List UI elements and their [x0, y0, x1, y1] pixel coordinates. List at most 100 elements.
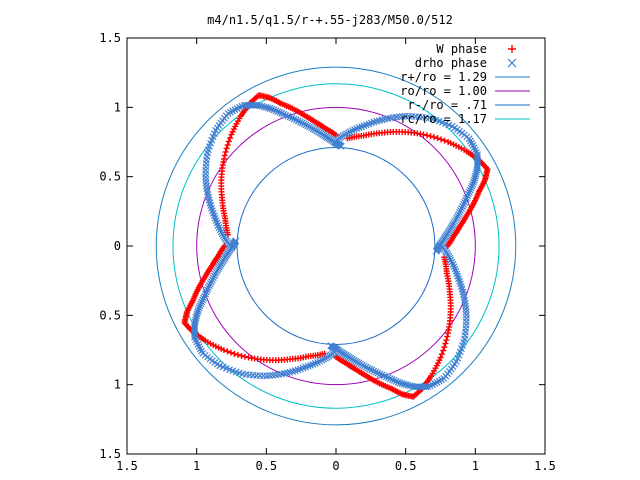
point: [461, 198, 469, 206]
point: [458, 205, 466, 212]
point: [441, 137, 448, 144]
point: [470, 176, 478, 184]
point: [192, 314, 200, 322]
point: [274, 108, 282, 115]
point: [223, 145, 230, 152]
point: [276, 108, 284, 116]
legend-label: drho phase: [415, 56, 487, 70]
point: [266, 104, 274, 112]
point: [191, 332, 198, 339]
legend-label: r-/ro = .71: [408, 98, 487, 112]
legend-swatch: [508, 45, 516, 53]
point: [445, 138, 452, 145]
point: [220, 347, 227, 354]
point: [346, 128, 354, 136]
point: [465, 188, 473, 196]
point: [456, 208, 464, 216]
point: [438, 351, 445, 358]
point: [398, 380, 406, 388]
point: [388, 376, 396, 384]
point: [464, 190, 472, 198]
point: [457, 207, 464, 214]
point: [272, 107, 280, 115]
point: [286, 113, 294, 121]
point: [463, 194, 470, 202]
chart-title: m4/n1.5/q1.5/r-+.55-j283/M50.0/512: [207, 13, 453, 27]
legend-label: ro/ro = 1.00: [400, 84, 487, 98]
point: [193, 312, 201, 320]
point: [225, 138, 232, 145]
x-tick-label: 0.5: [255, 459, 277, 473]
axis-ticks: 1.5 1 0.5 0 0.5 1 1.51.510.500.511.5: [99, 31, 556, 473]
point: [366, 365, 374, 373]
y-tick-label: 1.5: [99, 31, 121, 45]
y-tick-label: 1: [114, 100, 121, 114]
point: [370, 367, 378, 375]
point: [284, 112, 292, 120]
point: [378, 371, 386, 379]
point: [439, 244, 447, 252]
point: [260, 103, 268, 111]
x-tick-label: 1.5: [116, 459, 138, 473]
x-tick-label: 1: [472, 459, 479, 473]
point: [197, 300, 205, 308]
point: [209, 274, 217, 282]
point: [224, 141, 231, 148]
circle-r-1_29: [155, 66, 517, 426]
point: [443, 337, 450, 344]
y-tick-label: 1: [114, 378, 121, 392]
point: [404, 381, 412, 389]
point: [199, 296, 207, 304]
y-tick-label: 1.5: [99, 447, 121, 461]
y-tick-label: 0.5: [99, 170, 121, 184]
point: [455, 210, 463, 218]
point: [360, 362, 368, 370]
point: [470, 178, 478, 186]
point: [438, 136, 445, 143]
point: [384, 374, 392, 382]
legend-label: W phase: [436, 42, 487, 56]
point: [471, 174, 479, 182]
y-tick-label: 0.5: [99, 308, 121, 322]
point: [468, 182, 476, 190]
point: [402, 381, 410, 389]
point: [296, 118, 304, 126]
circle-r-1: [196, 106, 476, 386]
point: [454, 212, 462, 220]
point: [198, 298, 206, 306]
point: [242, 353, 249, 360]
point: [290, 115, 298, 123]
point: [205, 282, 213, 289]
point: [392, 377, 400, 385]
point: [431, 134, 438, 141]
point: [193, 310, 201, 318]
point: [318, 356, 326, 364]
point: [201, 292, 209, 300]
data-points: [181, 92, 491, 400]
point: [474, 153, 481, 160]
point: [383, 373, 390, 381]
x-tick-label: 1: [193, 459, 200, 473]
point: [427, 133, 434, 140]
point: [467, 184, 475, 192]
point: [460, 200, 468, 208]
point: [282, 111, 289, 119]
point: [372, 368, 380, 376]
point: [368, 366, 376, 374]
series-drho-phase: [191, 101, 481, 391]
point: [300, 120, 308, 128]
point: [202, 290, 209, 298]
point: [400, 380, 408, 388]
circle-r-0_71: [236, 147, 436, 345]
point: [390, 377, 398, 384]
point: [463, 192, 471, 200]
legend-swatch: [507, 58, 517, 68]
point: [466, 186, 474, 194]
point: [206, 280, 214, 287]
point: [292, 116, 300, 124]
x-tick-label: 0.5: [395, 459, 417, 473]
point: [459, 203, 467, 210]
legend-label: rc/ro = 1.17: [400, 112, 487, 126]
point: [227, 349, 234, 356]
point: [374, 369, 382, 377]
